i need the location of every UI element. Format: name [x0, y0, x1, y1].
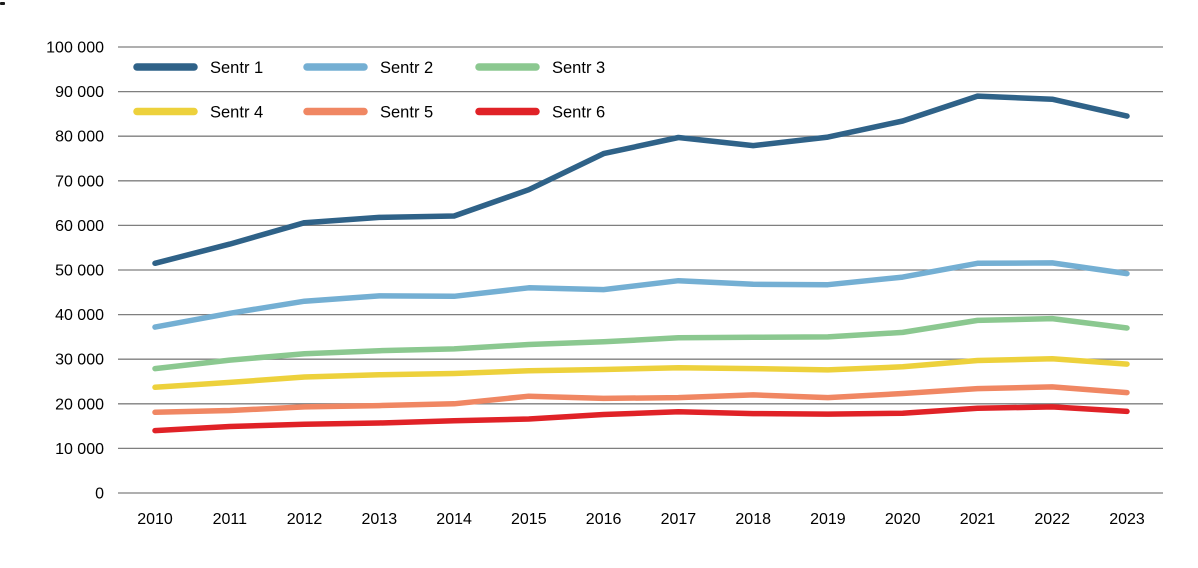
x-axis-tick-label: 2016 — [586, 511, 622, 528]
y-axis-tick-label: 30 000 — [55, 352, 104, 369]
series-line-sentr-1 — [152, 93, 1130, 267]
legend-item-sentr-6: Sentr 6 — [475, 103, 605, 121]
x-axis-tick-label: 2022 — [1034, 511, 1070, 528]
x-axis-tick-label: 2023 — [1109, 511, 1145, 528]
x-axis-tick-label: 2018 — [735, 511, 771, 528]
y-axis-tick-label: 0 — [95, 486, 104, 503]
y-axis-tick-label: 100 000 — [46, 40, 104, 57]
legend-item-sentr-3: Sentr 3 — [475, 59, 605, 77]
y-axis-tick-label: 90 000 — [55, 84, 104, 101]
y-axis-tick-label: 60 000 — [55, 218, 104, 235]
legend-item-sentr-2: Sentr 2 — [303, 59, 433, 77]
series-line-sentr-3 — [152, 315, 1130, 372]
y-axis-tick-label: 50 000 — [55, 263, 104, 280]
x-axis-tick-label: 2017 — [661, 511, 697, 528]
crop-artifact-tick — [0, 2, 5, 5]
x-axis-tick-label: 2015 — [511, 511, 547, 528]
x-axis-tick-label: 2019 — [810, 511, 846, 528]
x-axis-tick-label: 2011 — [213, 511, 248, 528]
x-axis-tick-label: 2020 — [885, 511, 921, 528]
legend-label: Sentr 1 — [210, 59, 263, 77]
x-axis-tick-label: 2014 — [436, 511, 472, 528]
series-line-sentr-4 — [152, 356, 1130, 391]
y-axis-tick-label: 10 000 — [55, 441, 104, 458]
legend-label: Sentr 6 — [552, 103, 605, 121]
legend-label: Sentr 3 — [552, 59, 605, 77]
y-axis-tick-label: 70 000 — [55, 173, 104, 190]
legend-label: Sentr 5 — [380, 103, 433, 121]
series-line-sentr-5 — [152, 384, 1130, 416]
y-axis-tick-label: 40 000 — [55, 307, 104, 324]
x-axis-tick-label: 2010 — [137, 511, 173, 528]
x-axis-tick-label: 2021 — [960, 511, 996, 528]
x-axis-tick-label: 2013 — [362, 511, 398, 528]
series-line-sentr-6 — [152, 404, 1130, 434]
legend-item-sentr-5: Sentr 5 — [303, 103, 433, 121]
series-line-sentr-2 — [152, 260, 1130, 330]
y-axis-tick-label: 20 000 — [55, 396, 104, 413]
x-axis-tick-label: 2012 — [287, 511, 323, 528]
legend-label: Sentr 4 — [210, 103, 263, 121]
legend-item-sentr-4: Sentr 4 — [133, 103, 263, 121]
y-axis-tick-label: 80 000 — [55, 129, 104, 146]
legend-label: Sentr 2 — [380, 59, 433, 77]
legend-item-sentr-1: Sentr 1 — [133, 59, 263, 77]
